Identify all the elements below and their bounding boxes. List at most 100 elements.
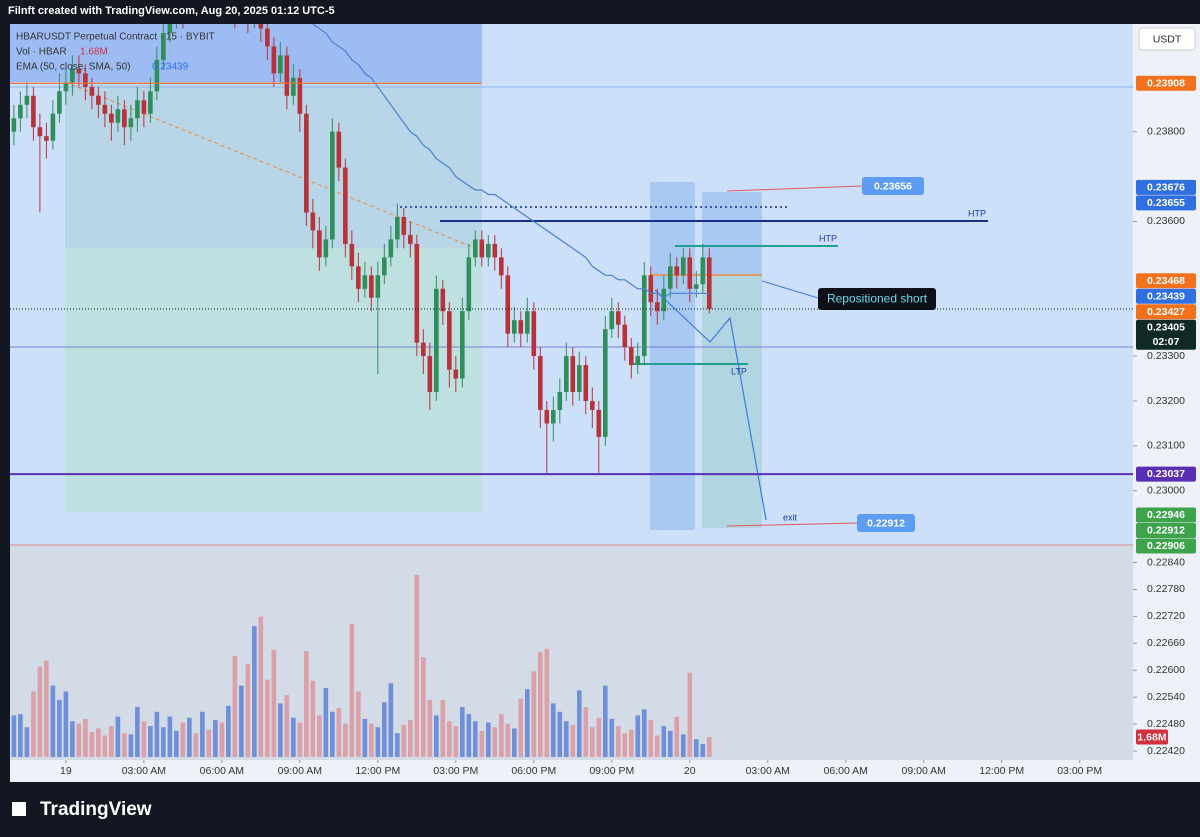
volume-bar <box>89 732 95 757</box>
price-tag-label: 0.23037 <box>1147 468 1185 480</box>
legend-volume-value: 1.68M <box>80 47 108 58</box>
volume-bar <box>57 699 62 757</box>
volume-bar <box>109 726 114 757</box>
price-tag-label: 0.23439 <box>1147 290 1185 302</box>
volume-bar <box>336 708 342 757</box>
volume-bar <box>635 715 641 757</box>
annotations: 0.23656 0.22912 Repositioned short HTP H… <box>731 177 986 532</box>
volume-bar <box>278 703 283 757</box>
series <box>10 24 1133 757</box>
candle-body <box>473 239 478 258</box>
volume-bar <box>154 711 160 757</box>
volume-bar <box>602 685 608 757</box>
candle-body <box>271 46 277 74</box>
note-box <box>818 288 936 310</box>
price-tag <box>1136 75 1196 91</box>
footer-logo: TradingView <box>12 799 152 820</box>
candle-body <box>388 239 394 258</box>
legend-volume: Vol · HBAR <box>16 47 67 58</box>
candle-body <box>538 356 543 410</box>
exit-label: exit <box>783 512 798 522</box>
candle-body <box>401 216 407 235</box>
candle-body <box>641 275 647 357</box>
target-label: 0.22912 <box>867 517 905 529</box>
candle-body <box>427 356 433 392</box>
volume-bar <box>512 728 517 757</box>
volume-bar <box>564 721 569 757</box>
x-tick-label: 09:00 AM <box>902 765 946 777</box>
volume-bar <box>323 687 329 757</box>
candle-body <box>460 311 465 379</box>
x-tick-label: 06:00 PM <box>511 765 556 777</box>
volume-bar <box>63 691 69 757</box>
volume-bar <box>219 722 225 757</box>
candle-body <box>161 32 166 60</box>
volume-bar <box>239 685 244 757</box>
volume-bar <box>479 730 485 757</box>
volume-bar <box>37 666 43 757</box>
zone <box>650 182 695 530</box>
x-tick-label: 20 <box>684 765 696 777</box>
candle-body <box>167 24 173 33</box>
price-tag <box>1136 304 1196 320</box>
candle-body <box>122 109 127 128</box>
currency-box[interactable] <box>1138 27 1196 51</box>
volume-bar <box>11 715 17 757</box>
volume-bar <box>193 733 199 757</box>
candle-body <box>37 127 43 137</box>
volume-bar <box>667 730 673 757</box>
candle-body <box>648 275 654 303</box>
currency[interactable]: USDT <box>1153 33 1182 45</box>
volume-bar <box>362 718 368 757</box>
volume-bar <box>453 726 459 757</box>
candle-body <box>83 73 88 87</box>
volume-bar <box>284 695 290 757</box>
volume-bar <box>576 690 582 757</box>
volume-bar <box>628 729 634 757</box>
volume-bar <box>24 727 30 757</box>
candle-body <box>148 91 153 114</box>
price-tag <box>1136 538 1196 554</box>
y-tick-label: 0.22720 <box>1147 610 1185 622</box>
countdown: 02:07 <box>1153 336 1180 348</box>
price-tag-label: 0.22912 <box>1147 525 1185 537</box>
candle-body <box>525 311 530 334</box>
candle-body <box>278 55 283 74</box>
volume-bar <box>174 730 179 757</box>
candle-body <box>667 266 673 289</box>
candle-body <box>440 288 446 312</box>
zone <box>65 82 482 248</box>
volume-bar <box>148 726 153 757</box>
y-tick-label: 0.22540 <box>1147 691 1185 703</box>
volume-bar <box>271 649 277 757</box>
time-axis <box>10 760 1133 782</box>
volume-bar <box>330 711 335 757</box>
volume-bar <box>83 718 88 757</box>
volume-bar <box>96 728 101 757</box>
candle-body <box>102 104 108 114</box>
candle-body <box>706 257 712 309</box>
x-tick-label: 12:00 PM <box>979 765 1024 777</box>
volume-bar <box>466 714 472 757</box>
volume-bar <box>206 729 212 757</box>
target-line <box>726 185 863 192</box>
volume-bar <box>654 735 660 757</box>
volume-bar <box>44 660 49 757</box>
volume-bar <box>401 724 407 757</box>
candle-body <box>135 100 140 119</box>
candle-body <box>115 109 121 123</box>
legend-ema: EMA (50, close, SMA, 50) <box>16 62 131 73</box>
volume-bar <box>427 699 433 757</box>
zone <box>702 275 762 528</box>
candle-body <box>70 68 75 83</box>
volume-bar <box>486 722 491 757</box>
volume-bar <box>693 739 699 757</box>
volume-bar <box>674 716 680 757</box>
volume-bar <box>232 655 238 757</box>
target-box <box>857 514 915 532</box>
volume-bar <box>395 733 400 757</box>
candle-body <box>447 311 452 370</box>
candle-body <box>635 356 641 366</box>
candle-body <box>466 257 472 312</box>
